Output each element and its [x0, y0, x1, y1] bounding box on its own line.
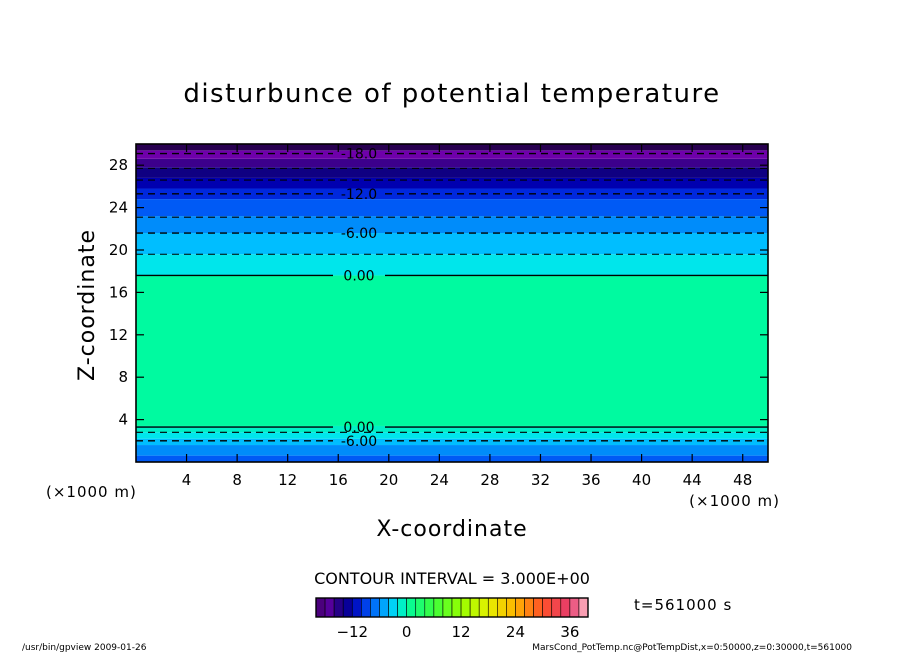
colorbar-cell	[551, 597, 562, 618]
color-band	[136, 432, 768, 439]
colorbar-cell	[351, 597, 362, 618]
colorbar: −12 0 12 24 36	[315, 597, 589, 641]
y-tick-label: 16	[109, 283, 128, 301]
colorbar-cell	[451, 597, 462, 618]
color-band	[136, 233, 768, 255]
y-tick-label: 28	[109, 156, 128, 174]
color-band	[136, 199, 768, 217]
colorbar-cell	[424, 597, 435, 618]
colorbar-cell	[370, 597, 380, 618]
colorbar-cell	[415, 597, 426, 618]
colorbar-tick-label: 36	[560, 623, 579, 641]
contour-label: 0.00	[343, 268, 374, 284]
colorbar-cell	[406, 597, 417, 618]
colorbar-tick-label: 0	[402, 623, 412, 641]
footer-right: MarsCond_PotTemp.nc@PotTempDist,x=0:5000…	[532, 643, 852, 653]
colorbar-tick-label: 24	[506, 623, 525, 641]
color-band	[136, 455, 768, 462]
colorbar-cell	[342, 597, 353, 618]
y-tick-label: 4	[118, 411, 128, 429]
x-tick-label: 48	[733, 471, 752, 489]
contour-label: -18.0	[341, 147, 377, 163]
contour-layer: -18.0-12.0-6.000.000.00-6.00	[136, 147, 768, 450]
colorbar-cell	[497, 597, 507, 618]
colorbar-cell	[542, 597, 553, 618]
time-label: t=561000 s	[634, 596, 732, 614]
colorbar-tick-label: −12	[336, 623, 368, 641]
colorbar-cell	[379, 597, 389, 618]
x-tick-label: 8	[232, 471, 242, 489]
contour-label: -6.00	[341, 434, 377, 450]
colorbar-cell	[478, 597, 489, 618]
x-tick-label: 16	[329, 471, 348, 489]
contour-interval-label: CONTOUR INTERVAL = 3.000E+00	[314, 569, 590, 588]
colorbar-cell	[388, 597, 398, 618]
colorbar-cell	[324, 597, 335, 618]
color-band	[136, 425, 768, 433]
color-band	[136, 177, 768, 189]
color-band	[136, 144, 768, 151]
x-tick-label: 24	[430, 471, 449, 489]
color-band	[136, 254, 768, 276]
x-tick-label: 20	[379, 471, 398, 489]
chart-title: disturbunce of potential temperature	[183, 79, 720, 109]
colorbar-cell	[361, 597, 371, 618]
colorbar-cell	[397, 597, 407, 618]
colorbar-cell	[578, 597, 589, 618]
y-tick-label: 24	[109, 199, 128, 217]
colorbar-cell	[433, 597, 444, 618]
colorbar-cell	[515, 597, 525, 618]
color-band	[136, 158, 768, 168]
color-band	[136, 275, 768, 426]
color-band	[136, 445, 768, 456]
x-tick-label: 32	[531, 471, 550, 489]
colorbar-frame	[315, 597, 589, 618]
y-tick-label: 20	[109, 241, 128, 259]
y-tick-label: 8	[118, 368, 128, 386]
colorbar-cell	[524, 597, 534, 618]
x-tick-label: 44	[683, 471, 702, 489]
x-axis-label: X-coordinate	[376, 517, 527, 542]
colorbar-cell	[533, 597, 543, 618]
contour-label: -6.00	[341, 226, 377, 242]
footer-left: /usr/bin/gpview 2009-01-26	[22, 643, 147, 653]
colorbar-cell	[569, 597, 580, 618]
x-tick-label: 28	[480, 471, 499, 489]
colorbar-cell	[487, 597, 498, 618]
colorbar-cell	[460, 597, 471, 618]
x-tick-label: 40	[632, 471, 651, 489]
colorbar-cell	[469, 597, 480, 618]
colorbar-tick-label: 12	[452, 623, 471, 641]
color-band	[136, 150, 768, 159]
x-tick-label: 4	[182, 471, 192, 489]
color-band	[136, 438, 768, 446]
colorbar-cell	[333, 597, 344, 618]
x-unit-left: (×1000 m)	[46, 483, 137, 501]
colorbar-cell	[560, 597, 571, 618]
x-unit-right: (×1000 m)	[689, 492, 780, 510]
colorbar-cell	[442, 597, 453, 618]
y-axis-label: Z-coordinate	[75, 229, 100, 381]
color-band	[136, 216, 768, 234]
y-tick-label: 12	[109, 326, 128, 344]
color-band	[136, 167, 768, 178]
plot-fill-layer	[136, 144, 768, 462]
x-tick-label: 12	[278, 471, 297, 489]
contour-label: -12.0	[341, 187, 377, 203]
x-tick-label: 36	[581, 471, 600, 489]
colorbar-cell	[315, 597, 326, 618]
plot-frame	[135, 143, 769, 463]
colorbar-cell	[506, 597, 516, 618]
